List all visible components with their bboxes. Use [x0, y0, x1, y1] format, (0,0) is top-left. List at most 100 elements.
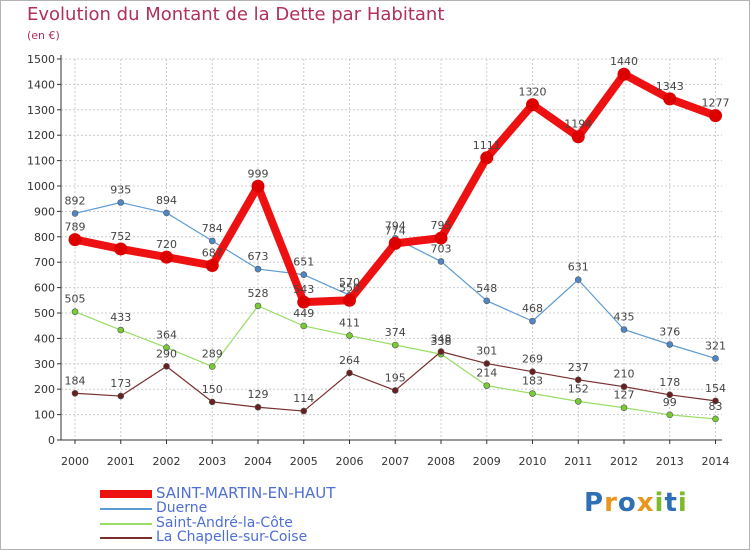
- data-label: 374: [385, 326, 406, 339]
- data-point: [391, 387, 399, 394]
- data-point: [160, 250, 173, 264]
- data-point: [709, 109, 722, 123]
- data-label: 894: [156, 194, 177, 207]
- data-point: [71, 389, 79, 397]
- logo-letter: x: [636, 488, 655, 518]
- data-point: [254, 403, 262, 411]
- data-label: 411: [339, 317, 360, 330]
- data-label: 114: [293, 392, 314, 405]
- legend-swatch: [100, 490, 152, 498]
- series-saint-martin-en-haut: [68, 67, 722, 309]
- data-label: 237: [568, 361, 589, 374]
- logo-letter: o: [617, 488, 637, 518]
- data-label: 1194: [564, 118, 592, 131]
- y-tick-label: 1500: [27, 53, 55, 66]
- data-label: 449: [293, 307, 314, 320]
- data-point: [117, 326, 125, 334]
- data-label: 789: [65, 221, 86, 234]
- y-tick-label: 1100: [27, 155, 55, 168]
- y-tick-label: 300: [34, 358, 55, 371]
- data-point: [300, 407, 308, 415]
- data-point: [529, 390, 536, 397]
- x-tick-label: 2001: [107, 455, 135, 468]
- data-label: 1440: [610, 55, 638, 68]
- data-point: [529, 368, 536, 375]
- data-point: [483, 382, 491, 389]
- y-tick-label: 500: [34, 307, 55, 320]
- data-label: 720: [156, 238, 177, 251]
- x-tick-label: 2009: [473, 455, 501, 468]
- data-label: 892: [65, 194, 86, 207]
- data-point: [346, 369, 353, 377]
- data-label: 468: [522, 302, 543, 315]
- data-label: 435: [614, 311, 635, 324]
- data-point: [437, 348, 445, 355]
- data-label: 752: [110, 230, 131, 243]
- y-tick-label: 0: [48, 434, 55, 447]
- data-point: [208, 363, 216, 370]
- data-label: 321: [705, 339, 726, 352]
- data-label: 631: [568, 261, 589, 274]
- data-point: [712, 355, 719, 362]
- data-point: [574, 376, 582, 384]
- data-point: [620, 383, 628, 390]
- data-point: [251, 179, 265, 193]
- series-saint-andr-la-c-te: [71, 302, 719, 423]
- data-point: [571, 130, 585, 144]
- y-tick-label: 1000: [27, 180, 55, 193]
- data-point: [663, 92, 677, 106]
- data-label: 1277: [702, 97, 730, 110]
- data-point: [529, 317, 536, 325]
- x-tick-label: 2003: [198, 455, 226, 468]
- y-tick-label: 800: [34, 231, 55, 244]
- x-tick-label: 2014: [702, 455, 730, 468]
- data-point: [388, 236, 402, 250]
- data-label: 210: [614, 368, 635, 381]
- data-label: 687: [202, 247, 223, 260]
- data-point: [620, 404, 628, 412]
- data-label: 173: [110, 377, 131, 390]
- data-label: 999: [248, 167, 269, 180]
- axes: 0 100 200 300 400 500 600 700 800 900 1000 1100 1200…: [27, 53, 730, 468]
- data-point: [254, 302, 262, 310]
- legend-swatch: [100, 537, 152, 539]
- data-point: [71, 308, 79, 316]
- legend-label: La Chapelle-sur-Coise: [156, 529, 308, 545]
- data-point: [666, 391, 674, 399]
- data-point: [117, 199, 125, 206]
- data-point: [391, 341, 399, 349]
- data-point: [574, 276, 582, 284]
- data-label: 264: [339, 354, 360, 367]
- x-tick-label: 2010: [519, 455, 547, 468]
- data-point: [208, 398, 216, 406]
- data-point: [300, 322, 308, 330]
- legend-swatch: [100, 523, 152, 525]
- chart-subtitle: (en €): [27, 29, 60, 42]
- data-point: [117, 392, 125, 400]
- data-label: 364: [156, 329, 177, 342]
- data-label: 703: [431, 242, 452, 255]
- data-point: [483, 360, 491, 367]
- logo-letter: t: [664, 488, 678, 518]
- data-point: [343, 293, 356, 307]
- y-tick-label: 400: [34, 332, 55, 345]
- x-tick-label: 2005: [290, 455, 318, 468]
- data-label: 548: [476, 282, 497, 295]
- data-label: 83: [709, 400, 723, 413]
- data-label: 570: [339, 276, 360, 289]
- data-point: [297, 295, 311, 309]
- data-label: 150: [202, 383, 223, 396]
- y-tick-label: 700: [34, 256, 55, 269]
- data-label: 784: [202, 222, 223, 235]
- data-label: 183: [522, 375, 543, 388]
- logo-letter: i: [654, 488, 665, 518]
- x-tick-label: 2012: [610, 455, 638, 468]
- data-label: 99: [663, 396, 677, 409]
- data-label: 178: [659, 376, 680, 389]
- data-point: [483, 297, 491, 305]
- x-tick-label: 2000: [61, 455, 89, 468]
- data-point: [254, 265, 262, 273]
- data-point: [437, 258, 445, 265]
- logo-letter: P: [584, 488, 605, 518]
- x-tick-label: 2004: [244, 455, 272, 468]
